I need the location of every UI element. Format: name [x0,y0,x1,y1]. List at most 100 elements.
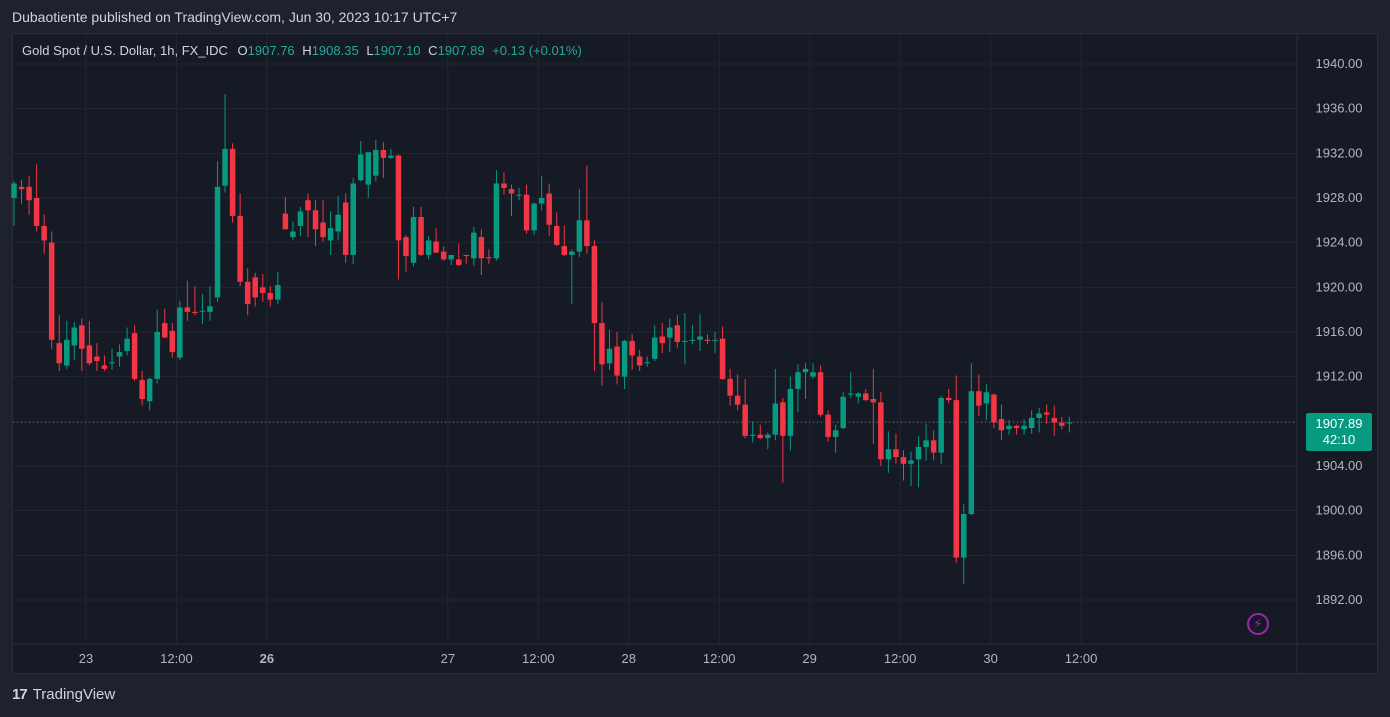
candle-body [930,440,937,453]
legend-close-value: 1907.89 [437,43,485,58]
candle-body [455,259,462,265]
candle-body [749,434,756,436]
candle-body [101,365,108,369]
candle-body [357,154,364,181]
candle-body [305,200,311,211]
x-tick-label: 12:00 [884,651,917,666]
candle-body [855,393,862,397]
candle-body [614,346,620,376]
candle-body [71,327,78,346]
candle-body [847,393,854,395]
candle-body [478,237,485,259]
candle-body [712,339,718,341]
y-tick-label: 1912.00 [1316,369,1363,384]
publish-header: Dubaotiente published on TradingView.com… [12,9,458,25]
candle-body [146,378,153,402]
candle-body [207,306,213,312]
y-tick-label: 1928.00 [1316,190,1363,205]
candle-body [591,246,598,324]
candle-body [863,393,869,401]
candle-body [983,392,990,404]
candle-body [267,292,274,300]
candle-body [1043,412,1050,415]
footer-brand[interactable]: 17 TradingView [12,686,115,703]
legend-change: +0.13 (+0.01%) [492,43,582,58]
candle-body [569,251,575,255]
chart-frame [12,33,1378,674]
candle-body [184,307,191,312]
candle-body [124,338,130,351]
candle-body [440,251,447,260]
candle-body [139,380,145,399]
candle-body [659,336,666,344]
x-tick-label: 12:00 [160,651,193,666]
candle-body [448,254,454,260]
candle-body [516,194,522,196]
x-tick-label: 30 [983,651,997,666]
candle-body [893,449,899,458]
y-tick-label: 1940.00 [1316,56,1363,71]
candle-body [832,430,839,437]
candle-body [131,333,138,379]
legend-open-label: O [237,43,248,58]
candle-body [11,183,17,198]
candle-body [945,397,952,401]
y-tick-label: 1920.00 [1316,279,1363,294]
candle-body [320,222,326,238]
candle-body [682,340,688,343]
lightning-icon[interactable]: ⚡︎ [1247,613,1269,635]
candle-body [260,287,266,293]
candle-body [765,434,771,439]
candle-body [350,183,356,255]
candle-body [508,189,515,194]
candle-body [636,356,643,366]
legend-low-value: 1907.10 [373,43,421,58]
candle-body [199,310,206,312]
candle-body [395,155,402,241]
candle-body [192,311,198,314]
candle-body [214,186,221,298]
legend-close-label: C [428,43,438,58]
candle-body [327,228,334,241]
candle-body [878,402,884,460]
candle-body [56,343,62,364]
candle-body [780,402,786,436]
candle-body [501,183,507,188]
candle-body [116,352,123,357]
candle-body [667,327,673,338]
candle-body [584,220,590,247]
ohlc-legend: Gold Spot / U.S. Dollar, 1h, FX_IDC O190… [22,43,582,58]
candle-body [388,155,394,158]
candle-body [772,403,779,435]
candle-body [222,148,228,186]
candle-body [870,399,877,403]
candle-body [1028,417,1035,429]
candle-body [704,339,711,341]
candle-body [1066,422,1073,424]
candle-body [1021,425,1027,430]
candle-body [553,225,560,245]
legend-low-label: L [366,43,374,58]
x-tick-label: 12:00 [1065,651,1098,666]
candle-body [1013,425,1020,429]
candle-body [486,257,492,259]
tradingview-brand-text: TradingView [32,686,116,703]
candle-body [177,307,183,358]
candle-body [953,400,959,558]
candle-body [915,447,922,460]
candle-body [169,330,176,353]
candle-body [433,241,439,253]
candle-body [1051,417,1057,423]
candle-body [162,323,168,338]
candle-body [373,149,379,176]
candle-body [621,340,628,377]
candle-body [64,339,70,366]
candle-body [742,404,748,436]
candle-body [900,457,907,464]
candle-body [908,460,914,464]
y-tick-label: 1924.00 [1316,235,1363,250]
candle-body [109,362,115,364]
candle-body [991,394,997,423]
candle-body [297,211,304,226]
